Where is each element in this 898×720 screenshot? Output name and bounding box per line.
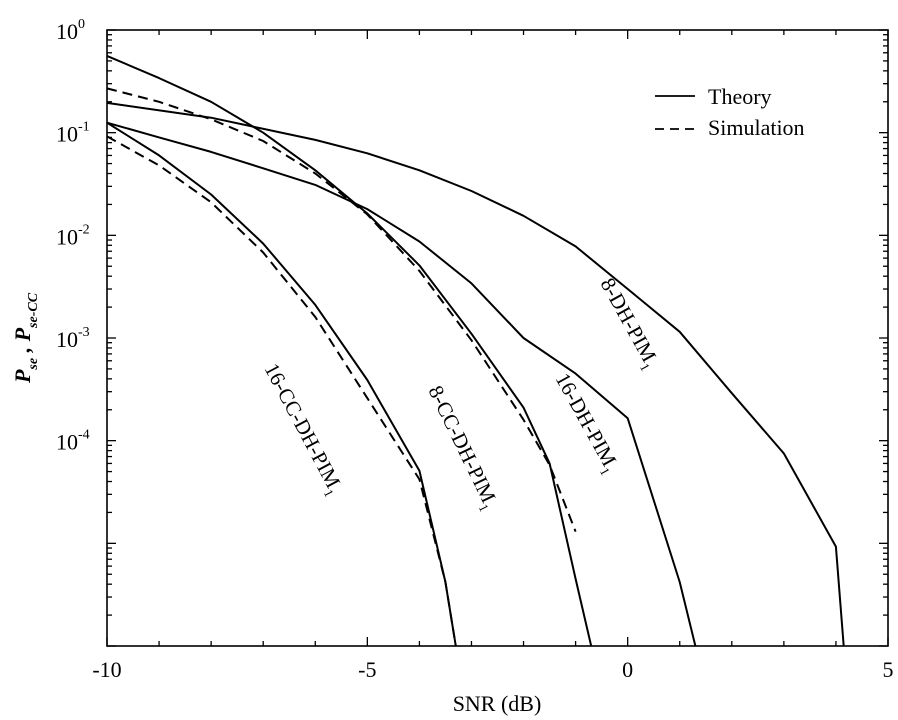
y-title-sub1: se [26, 358, 41, 371]
legend-theory-label: Theory [708, 84, 772, 109]
legend: Theory Simulation [655, 84, 805, 140]
series-line-3-dashed [106, 87, 577, 532]
curve-annotations: 8-DH-PIM116-DH-PIM18-CC-DH-PIM116-CC-DH-… [256, 274, 662, 514]
legend-simulation-label: Simulation [708, 115, 805, 140]
x-axis-title: SNR (dB) [453, 691, 542, 716]
y-title-sep: , [10, 341, 35, 358]
x-tick-label: -5 [358, 657, 376, 682]
curve-label-1: 16-DH-PIM1 [547, 369, 624, 478]
series-line-0-solid [106, 101, 845, 647]
y-title-sub2: se-CC [26, 292, 41, 329]
y-tick-label: 10-2 [56, 222, 90, 249]
y-axis-title: Pse , Pse-CC [10, 292, 41, 384]
curve-label-2: 8-CC-DH-PIM1 [420, 382, 504, 514]
y-tick-label: 10-4 [56, 428, 90, 455]
y-tick-label: 10-3 [56, 325, 90, 352]
series-line-2-solid [106, 54, 593, 647]
y-title-p1: P [10, 369, 35, 384]
series-line-4-solid [106, 121, 457, 647]
x-tick-label: 5 [883, 657, 894, 682]
tick-labels: -10 -5 0 5 100 10-1 10-2 10-3 10-4 [56, 17, 894, 682]
axis-ticks [106, 29, 889, 647]
y-tick-label: 10-1 [56, 120, 90, 147]
curve-label-3: 16-CC-DH-PIM1 [256, 359, 348, 499]
series-layer [106, 54, 845, 647]
y-title-p2: P [10, 327, 35, 342]
y-tick-label: 100 [56, 17, 85, 44]
x-tick-label: 0 [622, 657, 633, 682]
series-line-1-solid [106, 121, 697, 647]
series-line-5-dashed [106, 135, 457, 647]
x-tick-label: -10 [92, 657, 121, 682]
